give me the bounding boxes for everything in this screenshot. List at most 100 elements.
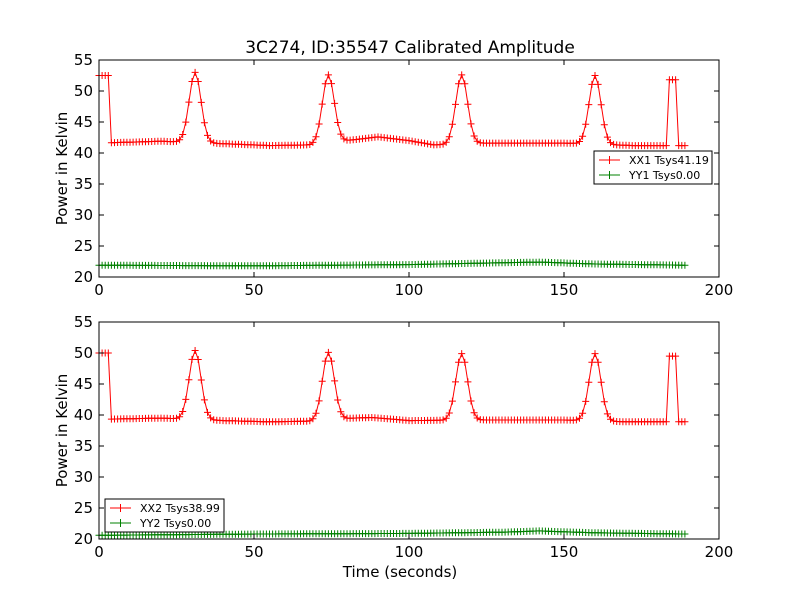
data-point (445, 409, 453, 417)
subplot-2: 0 50 100 150 200 20 25 30 35 40 45 50 55 Power in Kel… (53, 313, 733, 581)
data-point (442, 138, 450, 146)
legend-label: XX1 Tsys41.19 (629, 154, 709, 167)
data-point (185, 376, 193, 384)
y-tick-label: 55 (74, 51, 93, 69)
data-point (324, 71, 332, 79)
data-point (588, 358, 596, 366)
data-point (191, 347, 199, 354)
x-tick-label: 0 (94, 281, 104, 299)
data-point (414, 138, 422, 146)
x-tick-label: 200 (705, 281, 734, 299)
data-point (173, 137, 180, 145)
y-axis-label: Power in Kelvin (53, 112, 71, 226)
legend-marker (605, 156, 614, 164)
x-tick-label: 50 (244, 281, 263, 299)
legend-label: YY1 Tsys0.00 (628, 169, 700, 182)
y-tick-label: 35 (74, 175, 93, 193)
data-point (408, 137, 416, 145)
series-yy2 (95, 527, 689, 539)
data-point (591, 72, 599, 79)
y-tick-label: 40 (74, 144, 93, 162)
data-point (458, 350, 466, 358)
data-point (600, 121, 608, 129)
data-point (182, 395, 190, 403)
legend-marker (605, 171, 614, 179)
data-point (585, 101, 593, 109)
legend-box (593, 150, 713, 185)
data-point (207, 414, 215, 422)
data-point (603, 133, 611, 141)
data-point (179, 408, 187, 415)
series-yy1 (95, 258, 689, 270)
data-point (458, 71, 466, 79)
data-point (204, 408, 211, 416)
data-point (467, 120, 475, 128)
data-point (607, 415, 614, 423)
legend: XX1 Tsys41.19 YY1 Tsys0.00 (593, 150, 713, 185)
data-point (337, 408, 345, 416)
y-tick-label: 55 (74, 313, 93, 331)
data-point (340, 135, 348, 143)
y-tick-label: 45 (74, 113, 93, 131)
data-point (467, 397, 475, 405)
data-point (197, 376, 205, 384)
data-point (464, 378, 472, 386)
data-point (200, 396, 208, 404)
data-point (600, 398, 608, 406)
data-point (582, 120, 590, 128)
data-point (464, 100, 472, 108)
data-point (585, 378, 593, 386)
data-point (576, 414, 583, 422)
data-point (582, 397, 590, 405)
data-point (470, 132, 478, 140)
data-point (576, 138, 583, 145)
data-point (315, 397, 323, 405)
data-point (210, 139, 218, 147)
data-point (331, 99, 339, 107)
series-xx1 (95, 68, 689, 150)
data-point (207, 137, 215, 145)
legend-box (104, 498, 225, 533)
data-point (572, 416, 580, 424)
legend-marker (116, 519, 125, 527)
data-point (204, 131, 211, 139)
data-point (182, 118, 190, 126)
subplot-1: 0 50 100 150 200 20 25 30 35 40 45 50 55 Power in Kel… (53, 51, 733, 299)
data-point (681, 418, 689, 426)
data-point (448, 120, 456, 128)
data-point (439, 140, 447, 148)
x-tick-label: 100 (395, 281, 424, 299)
data-point (210, 416, 218, 424)
data-point (461, 80, 469, 88)
data-point (321, 80, 329, 88)
data-point (176, 136, 184, 144)
series-xx2 (95, 347, 689, 426)
data-point (452, 378, 459, 386)
data-point (591, 350, 599, 358)
data-point (442, 414, 450, 422)
y-tick-label: 50 (74, 82, 93, 100)
y-tick-label: 25 (74, 237, 93, 255)
legend-label: YY2 Tsys0.00 (139, 517, 211, 530)
data-point (328, 80, 335, 88)
y-tick-label: 50 (74, 344, 93, 362)
data-point (597, 378, 605, 386)
data-point (179, 131, 187, 138)
data-point (185, 98, 193, 106)
data-point (337, 130, 345, 138)
data-point (672, 76, 680, 84)
data-point (597, 101, 605, 109)
data-point (321, 357, 329, 365)
y-tick-label: 30 (74, 468, 93, 486)
data-point (681, 261, 689, 269)
x-tick-label: 0 (94, 543, 104, 561)
x-tick-label: 150 (550, 281, 579, 299)
y-tick-label: 30 (74, 206, 93, 224)
data-point (445, 133, 453, 141)
data-point (176, 413, 184, 421)
data-point (194, 78, 202, 85)
data-point (607, 139, 614, 147)
x-tick-label: 150 (550, 543, 579, 561)
